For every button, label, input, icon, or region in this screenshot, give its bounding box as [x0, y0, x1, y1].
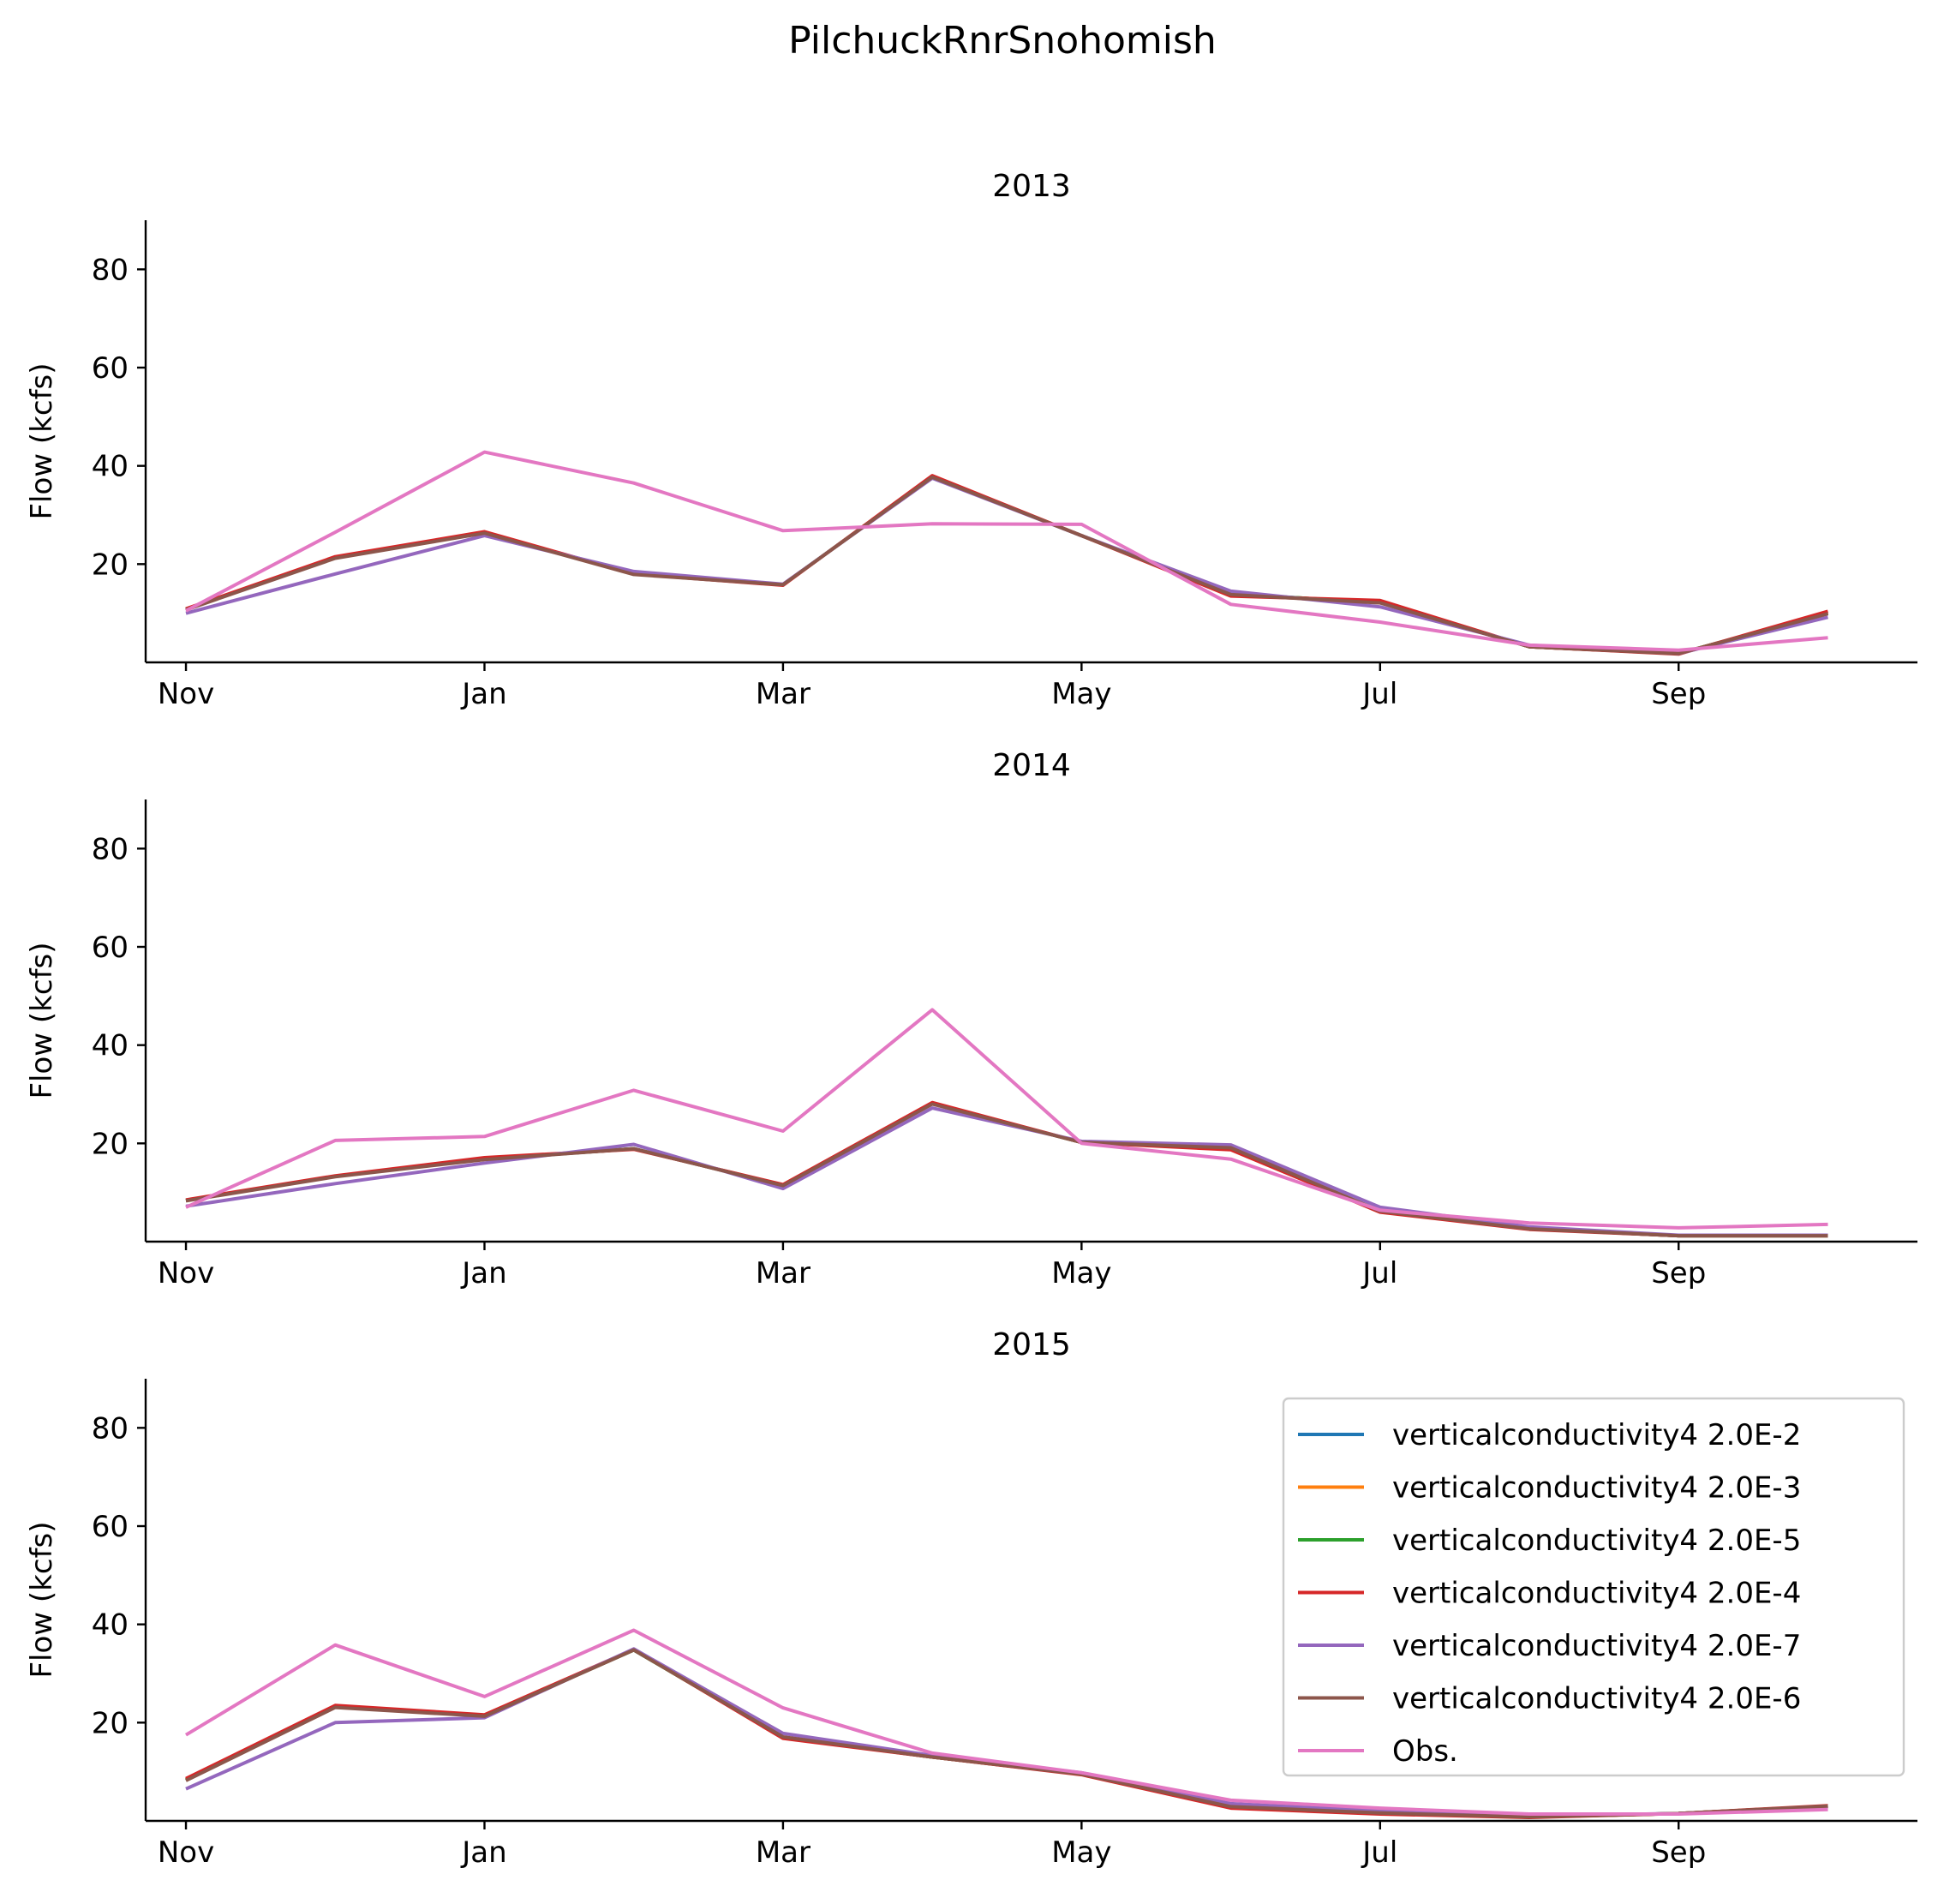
y-axis-label: Flow (kcfs)	[25, 362, 59, 519]
x-tick-label: Jan	[460, 677, 506, 711]
y-tick-label: 40	[92, 1029, 129, 1063]
legend-label-verticalconductivity4-2-0e-5: verticalconductivity4 2.0E-5	[1392, 1524, 1801, 1558]
x-tick-label: Jan	[460, 1835, 506, 1870]
x-tick-label: Jul	[1361, 677, 1397, 711]
y-tick-label: 20	[92, 548, 129, 582]
y-tick-label: 20	[92, 1706, 129, 1740]
y-tick-label: 60	[92, 1510, 129, 1544]
panel-2014: 2014 20 40 60 80 Nov Jan Mar May Jul Sep Flow (kcfs…	[25, 748, 1917, 1290]
y-tick-label: 20	[92, 1127, 129, 1161]
x-tick-label: Mar	[756, 1835, 811, 1870]
x-tick-label: Jul	[1361, 1835, 1397, 1870]
x-tick-label: Nov	[158, 677, 214, 711]
y-tick-label: 60	[92, 931, 129, 965]
panel-2015: 2015 20 40 60 80 Nov Jan Mar May Jul Sep Flow (kcfs…	[25, 1327, 1917, 1870]
y-tick-label: 40	[92, 1608, 129, 1643]
legend-label-verticalconductivity4-2-0e-4: verticalconductivity4 2.0E-4	[1392, 1577, 1801, 1611]
y-axis-label: Flow (kcfs)	[25, 1521, 59, 1678]
legend-label-verticalconductivity4-2-0e-6: verticalconductivity4 2.0E-6	[1392, 1682, 1801, 1716]
panel-title: 2014	[992, 748, 1071, 783]
series-line-verticalconductivity4-2-0e-7	[185, 1106, 1828, 1237]
x-tick-label: May	[1051, 1835, 1111, 1870]
series-line-verticalconductivity4-2-0e-6	[185, 1102, 1828, 1238]
legend-label-obs: Obs.	[1392, 1734, 1458, 1769]
legend-label-verticalconductivity4-2-0e-7: verticalconductivity4 2.0E-7	[1392, 1629, 1801, 1663]
y-axis-label: Flow (kcfs)	[25, 942, 59, 1099]
panels: 2013 20 40 60 80 Nov Jan Mar May Jul Sep Flow (kcfs…	[25, 169, 1917, 1870]
legend-box	[1282, 1397, 1905, 1777]
x-tick-label: Sep	[1651, 1256, 1706, 1290]
x-tick-label: Mar	[756, 677, 811, 711]
y-tick-label: 80	[92, 1411, 129, 1446]
series-line-verticalconductivity4-2-0e-6	[185, 475, 1829, 656]
x-tick-label: Jul	[1361, 1256, 1397, 1290]
series-line-verticalconductivity4-2-0e-4	[185, 474, 1829, 656]
series-line-obs	[185, 450, 1828, 652]
panel-title: 2013	[992, 169, 1071, 204]
series-line-verticalconductivity4-2-0e-2	[185, 475, 1829, 656]
series-line-obs	[184, 1628, 1828, 1816]
y-tick-label: 40	[92, 450, 129, 484]
x-tick-label: Jan	[460, 1256, 506, 1290]
x-tick-label: Nov	[158, 1256, 214, 1290]
x-tick-label: Nov	[158, 1835, 214, 1870]
x-tick-label: Sep	[1651, 1835, 1706, 1870]
series-line-verticalconductivity4-2-0e-6	[185, 1648, 1828, 1819]
x-tick-label: May	[1051, 1256, 1111, 1290]
y-tick-label: 80	[92, 832, 129, 866]
figure-title: PilchuckRnrSnohomish	[788, 19, 1217, 63]
panel-title: 2015	[992, 1327, 1071, 1362]
x-tick-label: Mar	[756, 1256, 811, 1290]
legend-label-verticalconductivity4-2-0e-2: verticalconductivity4 2.0E-2	[1392, 1418, 1801, 1452]
series-line-obs	[185, 1008, 1828, 1230]
legend: verticalconductivity4 2.0E-2 verticalcond…	[1282, 1397, 1905, 1777]
x-tick-label: May	[1051, 677, 1111, 711]
series-line-verticalconductivity4-2-0e-3	[185, 475, 1829, 656]
y-tick-label: 80	[92, 253, 129, 287]
y-tick-label: 60	[92, 351, 129, 386]
x-tick-label: Sep	[1651, 677, 1706, 711]
legend-label-verticalconductivity4-2-0e-3: verticalconductivity4 2.0E-3	[1392, 1471, 1801, 1506]
panel-2013: 2013 20 40 60 80 Nov Jan Mar May Jul Sep Flow (kcfs…	[25, 169, 1917, 711]
series-line-verticalconductivity4-2-0e-5	[185, 475, 1829, 656]
